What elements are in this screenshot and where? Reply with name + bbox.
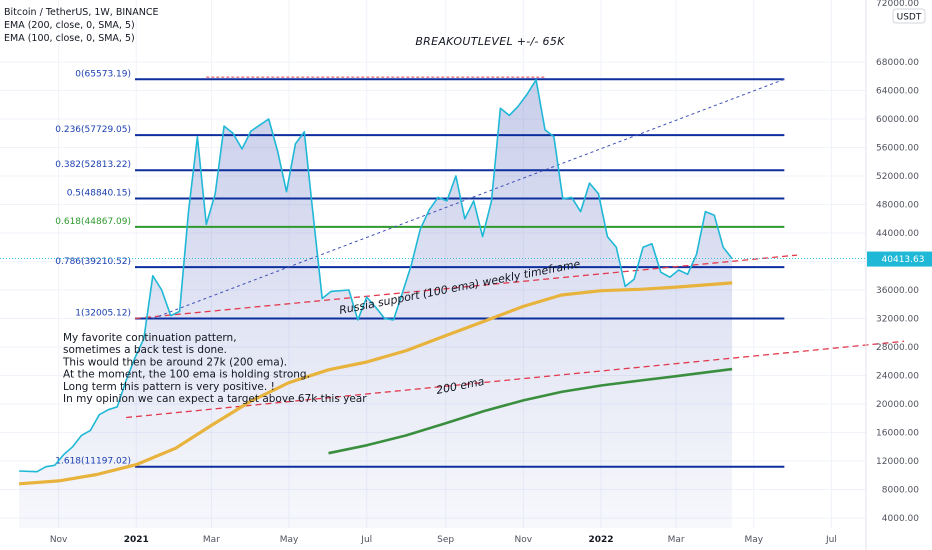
diagonal-trendline[interactable] <box>152 78 785 319</box>
chart-legend: Bitcoin / TetherUS, 1W, BINANCE EMA (200… <box>4 6 159 45</box>
price-tick-label: 68000.00 <box>876 58 919 68</box>
price-tick-label: 48000.00 <box>876 201 919 211</box>
currency-badge[interactable] <box>892 8 926 24</box>
price-tick-label: 32000.00 <box>876 315 919 325</box>
price-tick-label: 16000.00 <box>876 429 919 439</box>
time-tick-label: Mar <box>203 535 220 545</box>
fib-level-label: 0.618(44867.09) <box>55 217 131 227</box>
time-tick-label: May <box>744 535 763 545</box>
time-tick-label: Jul <box>825 535 837 545</box>
price-line[interactable] <box>19 79 733 473</box>
trendlines <box>126 76 905 419</box>
note-line[interactable]: This would then be around 27k (200 ema). <box>62 356 287 368</box>
time-tick-label: Nov <box>515 535 533 545</box>
price-tick-label: 52000.00 <box>876 172 919 182</box>
current-price-badge[interactable] <box>867 251 932 267</box>
fib-level-label: 0.236(57729.05) <box>55 125 131 135</box>
support-trendline[interactable] <box>134 254 798 320</box>
price-tick-label: 24000.00 <box>876 372 919 382</box>
note-line[interactable]: Long term this pattern is very positive.… <box>63 381 275 393</box>
time-tick-label: 2021 <box>124 535 149 545</box>
current-price-label: 40413.63 <box>882 255 925 265</box>
fib-level-label: 0(65573.19) <box>75 69 131 79</box>
price-tick-label: 12000.00 <box>876 457 919 467</box>
price-tick-label-top: 72000.00 <box>876 0 919 9</box>
time-tick-label: Mar <box>668 535 685 545</box>
time-axis: Nov 2021 Mar May Jul Sep Nov 2022 Mar May Jul <box>50 535 837 545</box>
time-tick-label: Jul <box>360 535 372 545</box>
fib-level-label: 0.5(48840.15) <box>67 189 131 199</box>
price-tick-label: 56000.00 <box>876 144 919 154</box>
fib-level-label: 1.618(11197.02) <box>55 457 131 467</box>
price-tick-label: 4000.00 <box>882 514 919 524</box>
price-area <box>19 79 733 529</box>
fib-level-label: 0.382(52813.22) <box>55 160 131 170</box>
symbol-title[interactable]: Bitcoin / TetherUS, 1W, BINANCE <box>4 7 159 18</box>
lower-trendline[interactable] <box>126 340 905 419</box>
price-tick-label: 28000.00 <box>876 343 919 353</box>
price-tick-label: 8000.00 <box>882 486 919 496</box>
ema-lines <box>18 281 733 486</box>
ema-100-line[interactable] <box>18 281 733 486</box>
fib-level-label: 1(32005.12) <box>75 308 131 318</box>
indicator-ema-200[interactable]: EMA (200, close, 0, SMA, 5) <box>4 20 135 31</box>
price-tick-label: 20000.00 <box>876 400 919 410</box>
price-axis: 4000.00 8000.00 12000.00 16000.00 20000.00 24… <box>865 0 932 550</box>
time-tick-label: Nov <box>50 535 68 545</box>
note-line[interactable]: At the moment, the 100 ema is holding st… <box>63 369 310 381</box>
time-tick-label: Sep <box>437 535 454 545</box>
indicator-ema-100[interactable]: EMA (100, close, 0, SMA, 5) <box>4 33 135 44</box>
fib-level-label: 0.786(39210.52) <box>55 257 131 267</box>
time-tick-label: 2022 <box>588 535 613 545</box>
price-area-fill <box>19 79 733 529</box>
price-line-group <box>0 79 866 473</box>
ema-200-line[interactable] <box>328 367 733 455</box>
price-tick-label: 60000.00 <box>876 115 919 125</box>
currency-badge-label: USDT <box>897 13 922 23</box>
note-line[interactable]: My favorite continuation pattern, <box>63 332 237 344</box>
breakout-annotation[interactable]: BREAKOUTLEVEL +-/- 65K <box>415 35 565 48</box>
price-tick-label: 44000.00 <box>876 229 919 239</box>
note-line[interactable]: sometimes a back test is done. <box>63 344 227 356</box>
fibonacci-retracement: 0(65573.19) 0.236(57729.05) 0.382(52813.22… <box>55 69 785 468</box>
price-tick-label: 64000.00 <box>876 87 919 97</box>
note-line[interactable]: In my opinion we can expect a target abo… <box>63 393 367 405</box>
time-tick-label: May <box>280 535 299 545</box>
price-tick-label: 36000.00 <box>876 286 919 296</box>
